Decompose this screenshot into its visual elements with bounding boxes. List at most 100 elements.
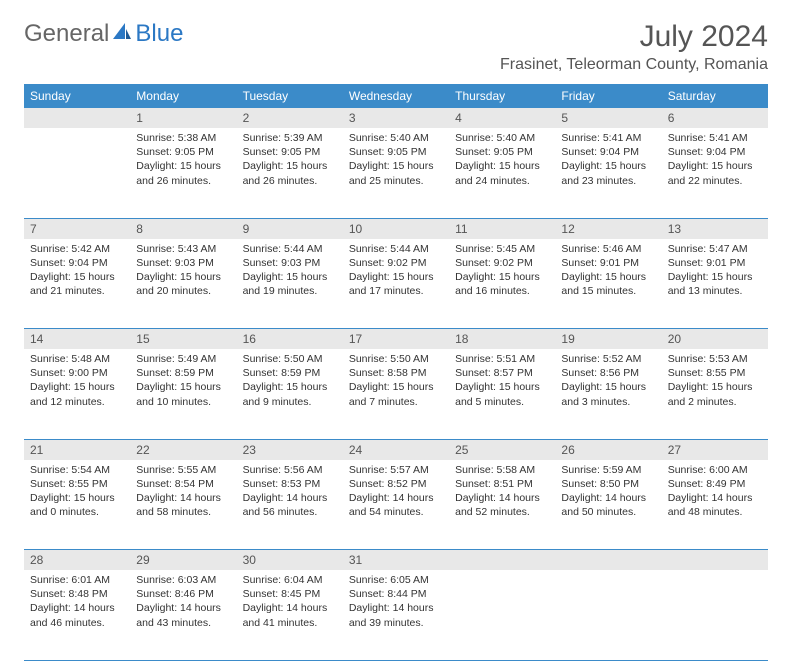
day-cell: Sunrise: 5:38 AMSunset: 9:05 PMDaylight:…	[130, 128, 236, 218]
day-cell-content: Sunrise: 5:39 AMSunset: 9:05 PMDaylight:…	[237, 128, 343, 194]
day-number-cell: 24	[343, 439, 449, 460]
day-number-row: 28293031	[24, 550, 768, 571]
day-cell-content: Sunrise: 5:50 AMSunset: 8:58 PMDaylight:…	[343, 349, 449, 415]
day-cell: Sunrise: 5:58 AMSunset: 8:51 PMDaylight:…	[449, 460, 555, 550]
calendar-table: SundayMondayTuesdayWednesdayThursdayFrid…	[24, 84, 768, 661]
day-cell: Sunrise: 5:55 AMSunset: 8:54 PMDaylight:…	[130, 460, 236, 550]
day-cell: Sunrise: 5:43 AMSunset: 9:03 PMDaylight:…	[130, 239, 236, 329]
day-cell: Sunrise: 6:03 AMSunset: 8:46 PMDaylight:…	[130, 570, 236, 660]
calendar-body: 123456Sunrise: 5:38 AMSunset: 9:05 PMDay…	[24, 108, 768, 660]
day-number-cell: 16	[237, 329, 343, 350]
day-cell-content: Sunrise: 6:05 AMSunset: 8:44 PMDaylight:…	[343, 570, 449, 636]
day-cell-content: Sunrise: 5:59 AMSunset: 8:50 PMDaylight:…	[555, 460, 661, 526]
day-cell-content: Sunrise: 5:56 AMSunset: 8:53 PMDaylight:…	[237, 460, 343, 526]
day-cell-content: Sunrise: 5:40 AMSunset: 9:05 PMDaylight:…	[343, 128, 449, 194]
header: General Blue July 2024 Frasinet, Teleorm…	[24, 20, 768, 74]
week-content-row: Sunrise: 6:01 AMSunset: 8:48 PMDaylight:…	[24, 570, 768, 660]
location-text: Frasinet, Teleorman County, Romania	[500, 56, 768, 74]
day-of-week-header: Sunday	[24, 84, 130, 108]
day-cell: Sunrise: 5:50 AMSunset: 8:58 PMDaylight:…	[343, 349, 449, 439]
day-of-week-header: Friday	[555, 84, 661, 108]
day-cell: Sunrise: 5:52 AMSunset: 8:56 PMDaylight:…	[555, 349, 661, 439]
day-number-cell: 20	[662, 329, 768, 350]
day-number-cell: 15	[130, 329, 236, 350]
day-cell: Sunrise: 5:57 AMSunset: 8:52 PMDaylight:…	[343, 460, 449, 550]
day-number-row: 14151617181920	[24, 329, 768, 350]
day-of-week-header: Tuesday	[237, 84, 343, 108]
day-number-cell: 31	[343, 550, 449, 571]
day-cell: Sunrise: 5:49 AMSunset: 8:59 PMDaylight:…	[130, 349, 236, 439]
day-number-cell	[449, 550, 555, 571]
day-of-week-header: Saturday	[662, 84, 768, 108]
day-number-cell: 25	[449, 439, 555, 460]
day-cell-content: Sunrise: 5:38 AMSunset: 9:05 PMDaylight:…	[130, 128, 236, 194]
day-number-cell: 26	[555, 439, 661, 460]
day-number-cell: 1	[130, 108, 236, 128]
day-cell-content: Sunrise: 5:57 AMSunset: 8:52 PMDaylight:…	[343, 460, 449, 526]
day-cell: Sunrise: 5:56 AMSunset: 8:53 PMDaylight:…	[237, 460, 343, 550]
day-number-cell: 30	[237, 550, 343, 571]
day-cell-content: Sunrise: 5:47 AMSunset: 9:01 PMDaylight:…	[662, 239, 768, 305]
day-cell: Sunrise: 5:39 AMSunset: 9:05 PMDaylight:…	[237, 128, 343, 218]
day-cell-content: Sunrise: 5:55 AMSunset: 8:54 PMDaylight:…	[130, 460, 236, 526]
day-number-cell: 8	[130, 218, 236, 239]
day-cell-content: Sunrise: 5:42 AMSunset: 9:04 PMDaylight:…	[24, 239, 130, 305]
day-cell	[555, 570, 661, 660]
day-cell: Sunrise: 5:54 AMSunset: 8:55 PMDaylight:…	[24, 460, 130, 550]
day-cell: Sunrise: 5:44 AMSunset: 9:02 PMDaylight:…	[343, 239, 449, 329]
day-number-cell: 9	[237, 218, 343, 239]
day-cell: Sunrise: 5:50 AMSunset: 8:59 PMDaylight:…	[237, 349, 343, 439]
day-cell: Sunrise: 5:48 AMSunset: 9:00 PMDaylight:…	[24, 349, 130, 439]
day-number-cell: 27	[662, 439, 768, 460]
logo: General Blue	[24, 20, 183, 48]
day-cell: Sunrise: 5:47 AMSunset: 9:01 PMDaylight:…	[662, 239, 768, 329]
day-cell: Sunrise: 5:41 AMSunset: 9:04 PMDaylight:…	[555, 128, 661, 218]
day-cell: Sunrise: 5:45 AMSunset: 9:02 PMDaylight:…	[449, 239, 555, 329]
day-cell: Sunrise: 5:53 AMSunset: 8:55 PMDaylight:…	[662, 349, 768, 439]
day-of-week-header: Monday	[130, 84, 236, 108]
day-cell: Sunrise: 6:00 AMSunset: 8:49 PMDaylight:…	[662, 460, 768, 550]
day-cell-content: Sunrise: 5:54 AMSunset: 8:55 PMDaylight:…	[24, 460, 130, 526]
day-cell-content: Sunrise: 5:40 AMSunset: 9:05 PMDaylight:…	[449, 128, 555, 194]
day-number-cell: 23	[237, 439, 343, 460]
day-cell: Sunrise: 5:51 AMSunset: 8:57 PMDaylight:…	[449, 349, 555, 439]
day-cell: Sunrise: 5:41 AMSunset: 9:04 PMDaylight:…	[662, 128, 768, 218]
day-number-row: 21222324252627	[24, 439, 768, 460]
day-number-cell: 4	[449, 108, 555, 128]
day-cell-content: Sunrise: 6:01 AMSunset: 8:48 PMDaylight:…	[24, 570, 130, 636]
day-number-row: 78910111213	[24, 218, 768, 239]
day-cell-content: Sunrise: 5:49 AMSunset: 8:59 PMDaylight:…	[130, 349, 236, 415]
day-cell-content: Sunrise: 5:52 AMSunset: 8:56 PMDaylight:…	[555, 349, 661, 415]
week-content-row: Sunrise: 5:38 AMSunset: 9:05 PMDaylight:…	[24, 128, 768, 218]
day-number-cell: 22	[130, 439, 236, 460]
day-number-cell: 19	[555, 329, 661, 350]
day-cell	[662, 570, 768, 660]
day-cell: Sunrise: 5:42 AMSunset: 9:04 PMDaylight:…	[24, 239, 130, 329]
day-number-cell: 2	[237, 108, 343, 128]
month-title: July 2024	[500, 20, 768, 54]
day-cell-content: Sunrise: 5:50 AMSunset: 8:59 PMDaylight:…	[237, 349, 343, 415]
day-number-cell	[662, 550, 768, 571]
logo-text-general: General	[24, 20, 109, 48]
day-number-cell: 12	[555, 218, 661, 239]
day-cell: Sunrise: 5:40 AMSunset: 9:05 PMDaylight:…	[343, 128, 449, 218]
day-number-cell: 6	[662, 108, 768, 128]
day-cell-content: Sunrise: 5:51 AMSunset: 8:57 PMDaylight:…	[449, 349, 555, 415]
day-of-week-header: Wednesday	[343, 84, 449, 108]
day-number-cell: 11	[449, 218, 555, 239]
day-number-cell: 13	[662, 218, 768, 239]
day-cell-content: Sunrise: 5:41 AMSunset: 9:04 PMDaylight:…	[555, 128, 661, 194]
day-cell: Sunrise: 6:05 AMSunset: 8:44 PMDaylight:…	[343, 570, 449, 660]
week-content-row: Sunrise: 5:54 AMSunset: 8:55 PMDaylight:…	[24, 460, 768, 550]
title-block: July 2024 Frasinet, Teleorman County, Ro…	[500, 20, 768, 74]
day-cell: Sunrise: 5:46 AMSunset: 9:01 PMDaylight:…	[555, 239, 661, 329]
day-cell	[449, 570, 555, 660]
day-number-cell: 28	[24, 550, 130, 571]
day-cell: Sunrise: 6:01 AMSunset: 8:48 PMDaylight:…	[24, 570, 130, 660]
day-cell-content: Sunrise: 5:43 AMSunset: 9:03 PMDaylight:…	[130, 239, 236, 305]
day-cell-content: Sunrise: 5:41 AMSunset: 9:04 PMDaylight:…	[662, 128, 768, 194]
day-cell	[24, 128, 130, 218]
day-of-week-row: SundayMondayTuesdayWednesdayThursdayFrid…	[24, 84, 768, 108]
week-content-row: Sunrise: 5:42 AMSunset: 9:04 PMDaylight:…	[24, 239, 768, 329]
day-cell-content: Sunrise: 6:03 AMSunset: 8:46 PMDaylight:…	[130, 570, 236, 636]
